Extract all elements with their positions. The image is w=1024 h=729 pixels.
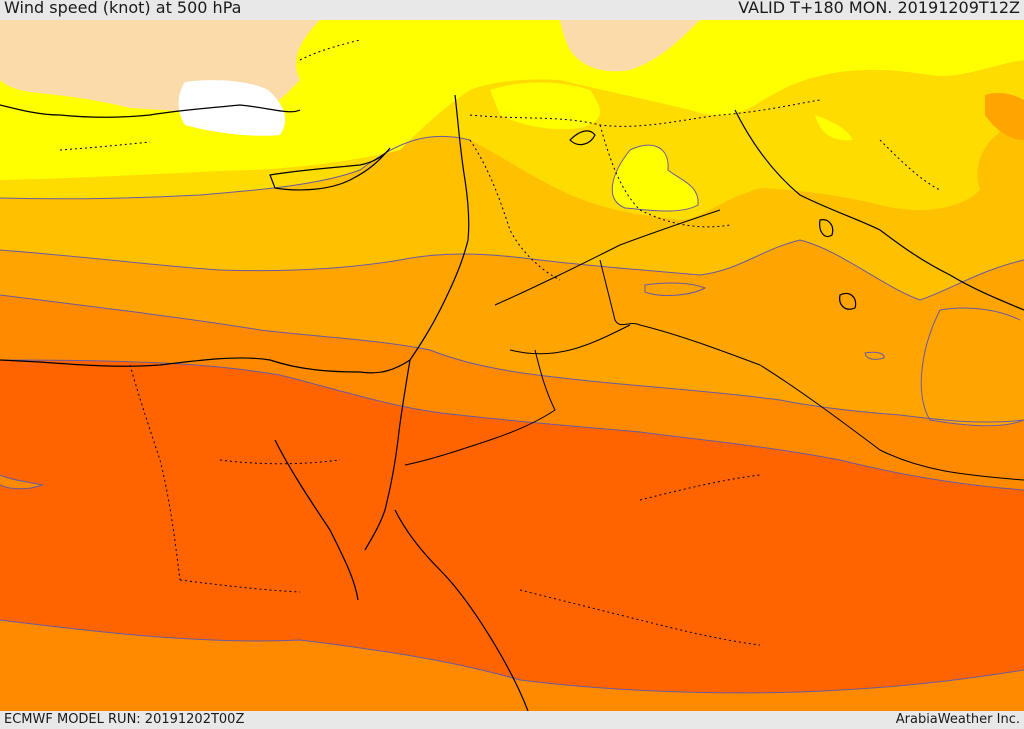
band-tan-north-mid xyxy=(560,20,700,72)
band-dark-orange-patch xyxy=(0,475,42,489)
map-footer: ECMWF MODEL RUN: 20191202T00Z ArabiaWeat… xyxy=(0,711,1024,729)
band-white xyxy=(178,80,286,136)
band-orange-patch-a xyxy=(921,308,1024,426)
political-lines xyxy=(404,209,1024,481)
band-amber-patch xyxy=(508,181,552,205)
valid-time: VALID T+180 MON. 20191209T12Z xyxy=(738,0,1020,17)
band-yellow-island-b xyxy=(815,115,852,141)
model-run-label: ECMWF MODEL RUN: 20191202T00Z xyxy=(4,712,245,727)
borders xyxy=(59,39,941,646)
contour-lines xyxy=(0,135,1024,694)
band-orange-south xyxy=(0,620,1024,711)
chart-title: Wind speed (knot) at 500 hPa xyxy=(4,0,242,17)
credit-label: ArabiaWeather Inc. xyxy=(895,712,1020,727)
coastlines xyxy=(0,94,1024,711)
band-orange-patch-b xyxy=(985,92,1024,140)
band-yellow-island-c xyxy=(490,82,600,130)
band-yellow-island-a xyxy=(612,145,699,212)
wind-speed-map-svg xyxy=(0,20,1024,711)
map-header: Wind speed (knot) at 500 hPa VALID T+180… xyxy=(0,0,1024,20)
weather-map[interactable] xyxy=(0,20,1024,711)
